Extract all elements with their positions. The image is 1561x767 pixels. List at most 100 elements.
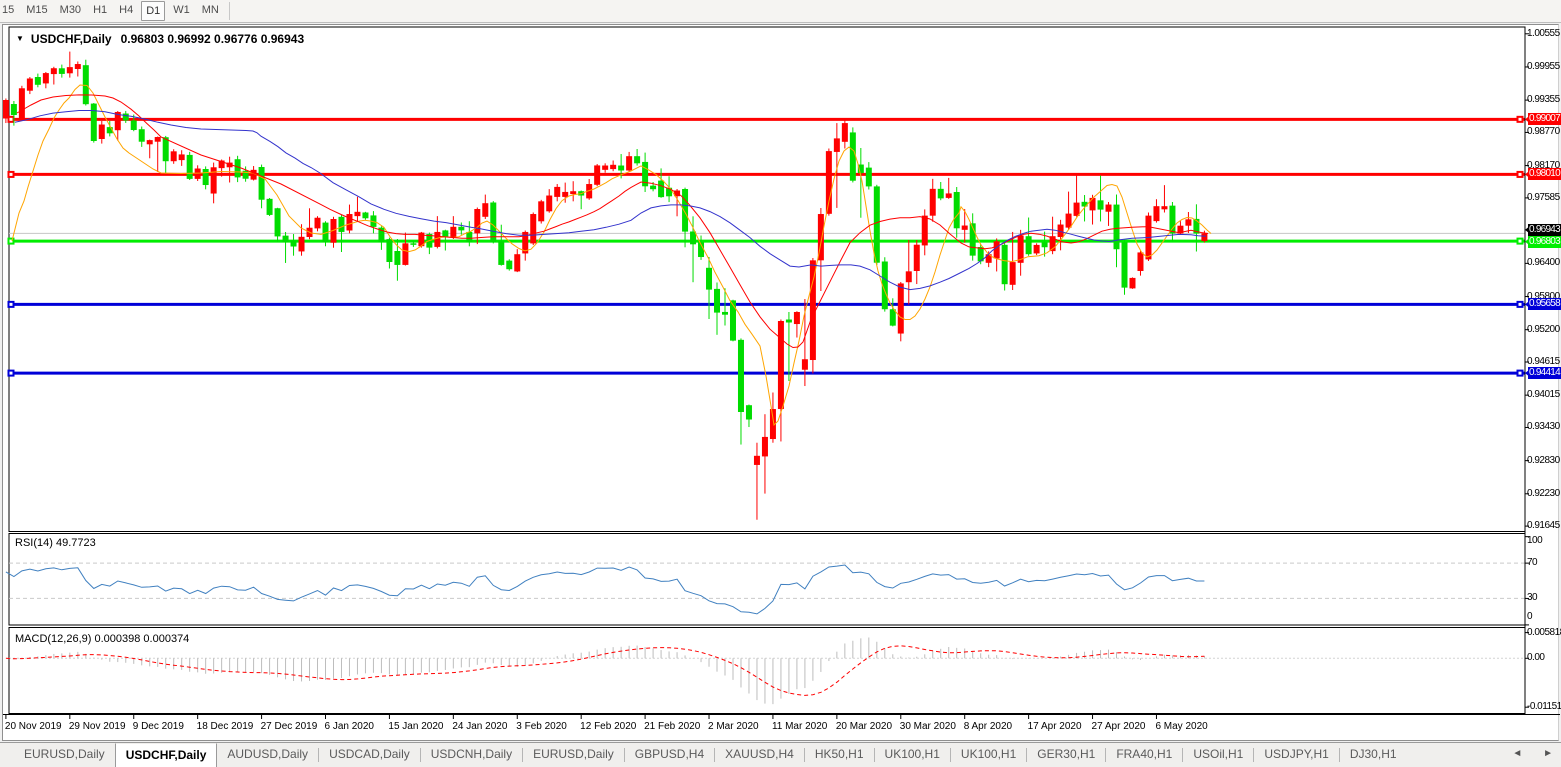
candle-body[interactable] xyxy=(162,137,169,162)
candle-body[interactable] xyxy=(402,243,409,265)
candle-body[interactable] xyxy=(226,162,233,168)
candle-body[interactable] xyxy=(961,225,968,230)
candle-body[interactable] xyxy=(562,191,569,197)
candle-body[interactable] xyxy=(1121,242,1128,288)
candle-body[interactable] xyxy=(586,184,593,199)
candle-body[interactable] xyxy=(250,169,257,180)
candle-body[interactable] xyxy=(442,230,449,237)
candle-body[interactable] xyxy=(354,211,361,217)
candle-body[interactable] xyxy=(969,223,976,256)
candle-body[interactable] xyxy=(386,239,393,262)
candle-body[interactable] xyxy=(1065,213,1072,228)
candle-body[interactable] xyxy=(849,132,856,181)
candle-body[interactable] xyxy=(897,283,904,334)
candle-body[interactable] xyxy=(865,167,872,187)
timeframe-button-m15[interactable]: M15 xyxy=(26,4,48,16)
candle-body[interactable] xyxy=(1009,262,1016,285)
tab-scroll-left-icon[interactable]: ◄ xyxy=(1512,748,1523,759)
candle-body[interactable] xyxy=(1049,236,1056,252)
candle-body[interactable] xyxy=(1201,233,1208,242)
candle-body[interactable] xyxy=(985,254,992,263)
chart-tab-usdchf-daily[interactable]: USDCHF,Daily xyxy=(114,743,218,767)
candle-body[interactable] xyxy=(801,359,808,370)
candle-body[interactable] xyxy=(889,309,896,326)
chart-dropdown-icon[interactable]: ▼ xyxy=(16,34,24,43)
candle-body[interactable] xyxy=(186,154,193,179)
candle-body[interactable] xyxy=(210,167,217,194)
candle-body[interactable] xyxy=(1193,218,1200,234)
candle-body[interactable] xyxy=(530,214,537,244)
candle-body[interactable] xyxy=(26,78,33,91)
candle-body[interactable] xyxy=(218,160,225,169)
candle-body[interactable] xyxy=(977,247,984,262)
candle-body[interactable] xyxy=(322,222,329,242)
candle-body[interactable] xyxy=(881,261,888,310)
candle-body[interactable] xyxy=(722,311,728,315)
candle-body[interactable] xyxy=(506,260,513,270)
candle-body[interactable] xyxy=(1073,202,1080,216)
candle-body[interactable] xyxy=(1089,197,1096,211)
chart-tab-xauusd-h4[interactable]: XAUUSD,H4 xyxy=(725,747,794,761)
candle-body[interactable] xyxy=(170,151,177,162)
chart-tab-usdjpy-h1[interactable]: USDJPY,H1 xyxy=(1264,747,1329,761)
candle-body[interactable] xyxy=(178,154,185,161)
candle-body[interactable] xyxy=(314,217,321,229)
candle-body[interactable] xyxy=(1169,205,1176,234)
candle-body[interactable] xyxy=(626,156,633,171)
candle-body[interactable] xyxy=(1129,277,1136,289)
candle-body[interactable] xyxy=(793,311,800,325)
candle-body[interactable] xyxy=(618,165,625,171)
chart-tab-ger30-h1[interactable]: GER30,H1 xyxy=(1037,747,1096,761)
timeframe-button-m30[interactable]: M30 xyxy=(59,4,82,16)
candle-body[interactable] xyxy=(1137,252,1144,271)
candle-body[interactable] xyxy=(610,164,617,170)
candle-body[interactable] xyxy=(18,88,25,119)
candle-body[interactable] xyxy=(1113,204,1120,250)
candle-body[interactable] xyxy=(937,188,944,199)
candle-body[interactable] xyxy=(570,191,577,195)
candle-body[interactable] xyxy=(3,99,9,119)
candle-body[interactable] xyxy=(346,214,353,231)
candle-body[interactable] xyxy=(554,186,561,197)
candle-body[interactable] xyxy=(482,203,489,217)
candle-body[interactable] xyxy=(1001,244,1008,285)
candle-body[interactable] xyxy=(234,159,241,178)
candle-body[interactable] xyxy=(298,236,305,252)
candle-body[interactable] xyxy=(362,212,369,219)
chart-tab-dj30-h1[interactable]: DJ30,H1 xyxy=(1349,747,1397,761)
candle-body[interactable] xyxy=(490,202,497,242)
candle-body[interactable] xyxy=(1185,219,1192,226)
candle-body[interactable] xyxy=(658,180,665,198)
tab-scroll-right-icon[interactable]: ► xyxy=(1543,748,1553,759)
candle-body[interactable] xyxy=(1025,236,1032,255)
candle-body[interactable] xyxy=(114,111,121,131)
timeframe-button-mn[interactable]: MN xyxy=(201,4,219,16)
candle-body[interactable] xyxy=(913,244,920,271)
chart-tab-usdcad-daily[interactable]: USDCAD,Daily xyxy=(329,747,410,761)
candle-body[interactable] xyxy=(58,68,65,74)
candle-body[interactable] xyxy=(338,216,345,232)
chart-tab-usoil-h1[interactable]: USOil,H1 xyxy=(1193,747,1244,761)
candle-body[interactable] xyxy=(666,187,673,197)
candle-body[interactable] xyxy=(290,240,297,247)
chart-canvas[interactable] xyxy=(3,25,1560,742)
chart-tab-gbpusd-h4[interactable]: GBPUSD,H4 xyxy=(634,747,705,761)
candle-body[interactable] xyxy=(66,67,73,74)
candle-body[interactable] xyxy=(258,167,265,200)
candle-body[interactable] xyxy=(634,156,641,164)
candle-body[interactable] xyxy=(90,103,97,141)
candle-body[interactable] xyxy=(1097,200,1104,210)
chart-tab-uk100-h1[interactable]: UK100,H1 xyxy=(884,747,940,761)
chart-tab-uk100-h1[interactable]: UK100,H1 xyxy=(960,747,1017,761)
candle-body[interactable] xyxy=(1081,201,1088,207)
candle-body[interactable] xyxy=(82,65,89,105)
candle-body[interactable] xyxy=(1161,206,1168,210)
candle-body[interactable] xyxy=(74,64,81,69)
candle-body[interactable] xyxy=(474,209,481,234)
candle-body[interactable] xyxy=(266,198,273,215)
candle-body[interactable] xyxy=(1105,204,1112,212)
candle-body[interactable] xyxy=(905,271,912,283)
candle-body[interactable] xyxy=(146,140,153,145)
candle-body[interactable] xyxy=(921,215,928,246)
candle-body[interactable] xyxy=(194,168,201,179)
